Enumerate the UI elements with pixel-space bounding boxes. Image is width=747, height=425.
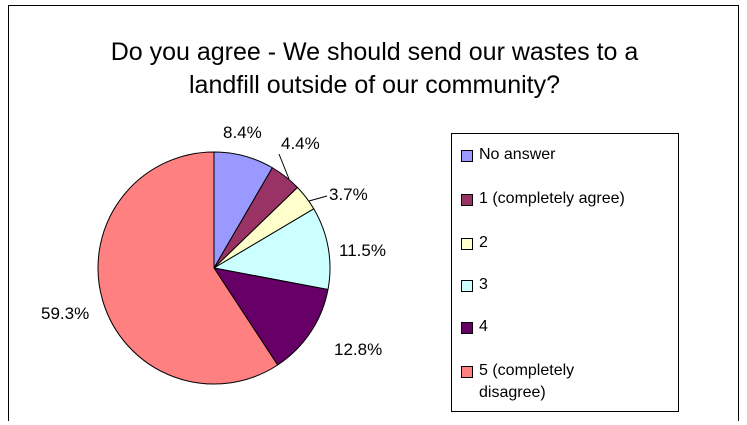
legend-item-6: 5 (completely disagree)	[461, 360, 574, 404]
legend-label: 4	[479, 318, 488, 335]
legend-swatch	[461, 238, 473, 250]
chart-title-line-2: landfill outside of our community?	[188, 71, 561, 99]
legend-label: 1 (completely agree)	[479, 190, 625, 207]
pie-slice-6	[97, 151, 279, 385]
chart-legend: No answer 1 (completely agree) 2 3 4 5 (compl…	[451, 133, 679, 412]
legend-item-4: 3	[461, 274, 488, 296]
legend-label: 3	[479, 276, 488, 293]
leader-line-2	[278, 153, 290, 180]
leader-line-3	[308, 195, 328, 202]
legend-label: No answer	[479, 146, 556, 163]
legend-swatch	[461, 150, 473, 162]
legend-item-3: 2	[461, 232, 488, 254]
legend-item-2: 1 (completely agree)	[461, 188, 625, 210]
legend-swatch	[461, 366, 473, 378]
data-label-2: 4.4%	[281, 134, 320, 153]
legend-label: 2	[479, 234, 488, 251]
legend-swatch	[461, 322, 473, 334]
data-label-5: 12.8%	[334, 340, 382, 359]
data-label-6: 59.3%	[41, 304, 89, 323]
legend-swatch	[461, 194, 473, 206]
chart-title: Do you agree - We should send our wastes…	[9, 36, 740, 102]
legend-item-1: No answer	[461, 144, 555, 166]
data-label-1: 8.4%	[223, 123, 262, 142]
legend-label: 5 (completely disagree)	[479, 362, 575, 401]
chart-frame: Do you agree - We should send our wastes…	[8, 5, 739, 421]
pie-slice-5	[212, 267, 329, 366]
data-label-4: 11.5%	[339, 241, 386, 260]
data-label-3: 3.7%	[329, 185, 368, 204]
pie-chart: 8.4% 4.4% 3.7% 11.5% 12.8% 59.3%	[41, 123, 386, 385]
legend-item-5: 4	[461, 316, 488, 338]
chart-title-line-1: Do you agree - We should send our wastes…	[110, 38, 639, 66]
legend-swatch	[461, 280, 473, 292]
pie-slice-4	[212, 208, 331, 291]
